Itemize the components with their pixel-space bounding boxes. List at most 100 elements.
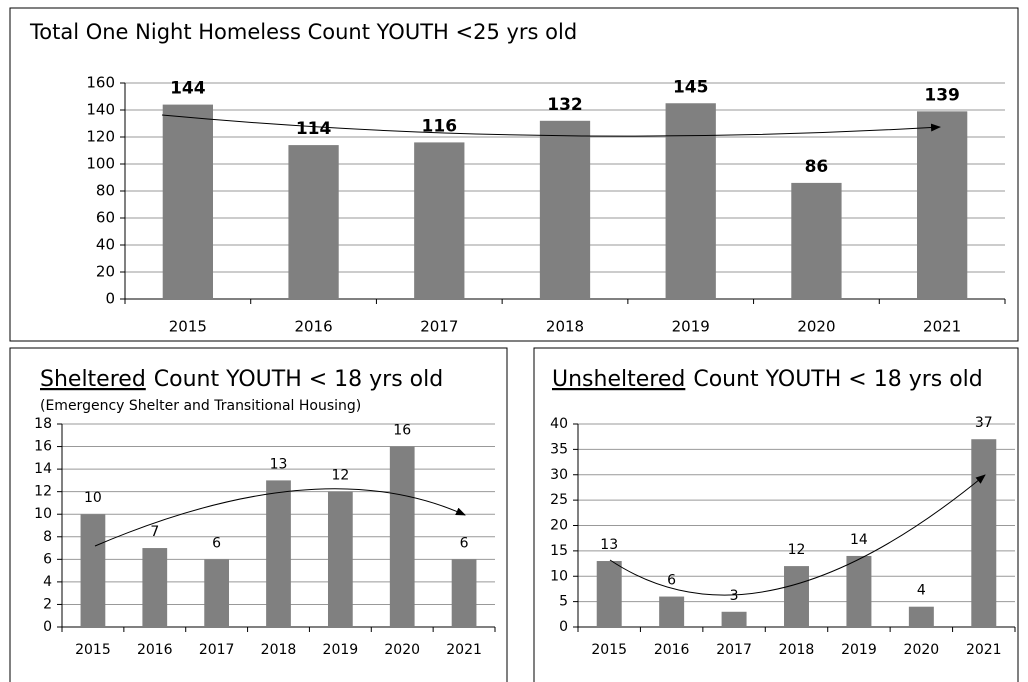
y-tick-label: 16 <box>34 439 52 455</box>
title-emphasis: Sheltered <box>40 367 146 392</box>
y-tick-label: 5 <box>559 594 568 610</box>
y-tick-label: 10 <box>34 506 52 522</box>
x-tick-label: 2018 <box>261 642 297 658</box>
panel-frame <box>533 347 1019 682</box>
bar <box>142 548 168 627</box>
value-label: 3 <box>730 588 739 604</box>
bar <box>80 514 106 627</box>
y-tick-label: 10 <box>550 568 568 584</box>
value-label: 16 <box>393 423 411 439</box>
value-label: 144 <box>170 79 206 99</box>
y-tick-label: 20 <box>550 518 568 534</box>
value-label: 7 <box>150 524 159 540</box>
bar <box>539 120 591 299</box>
title-rest: Count YOUTH < 18 yrs old <box>693 367 982 392</box>
y-tick-label: 15 <box>550 543 568 559</box>
value-label: 139 <box>924 85 960 105</box>
chart-title: Unsheltered Count YOUTH < 18 yrs old <box>552 367 983 392</box>
value-label: 13 <box>600 537 618 553</box>
x-tick-label: 2020 <box>384 642 420 658</box>
bar <box>665 103 716 299</box>
value-label: 13 <box>270 456 288 472</box>
bar <box>791 182 842 299</box>
title-emphasis: Unsheltered <box>552 367 685 392</box>
value-label: 12 <box>331 468 349 484</box>
y-tick-label: 120 <box>86 128 115 146</box>
y-tick-label: 80 <box>96 182 115 200</box>
x-tick-label: 2021 <box>966 642 1002 658</box>
x-tick-label: 2019 <box>841 642 877 658</box>
y-tick-label: 20 <box>96 263 115 281</box>
x-tick-label: 2020 <box>797 318 835 336</box>
value-label: 4 <box>917 583 926 599</box>
trend-arrow <box>161 114 941 137</box>
x-tick-label: 2015 <box>169 318 207 336</box>
y-tick-label: 8 <box>43 529 52 545</box>
y-tick-label: 40 <box>96 236 115 254</box>
bar <box>846 555 872 627</box>
value-label: 6 <box>667 573 676 589</box>
value-label: 6 <box>212 535 221 551</box>
y-tick-label: 160 <box>86 74 115 92</box>
value-label: 86 <box>805 157 829 177</box>
x-tick-label: 2016 <box>137 642 173 658</box>
value-label: 132 <box>547 95 583 115</box>
y-tick-label: 140 <box>86 101 115 119</box>
bar <box>327 491 353 627</box>
value-label: 114 <box>296 119 332 139</box>
x-tick-label: 2015 <box>75 642 111 658</box>
panel-frame <box>9 7 1019 342</box>
y-tick-label: 4 <box>43 574 52 590</box>
value-label: 37 <box>975 415 993 431</box>
y-tick-label: 0 <box>43 619 52 635</box>
x-tick-label: 2020 <box>904 642 940 658</box>
bar <box>204 559 230 627</box>
value-label: 145 <box>673 77 709 97</box>
trend-arrow <box>609 474 986 596</box>
trend-arrow <box>94 488 466 547</box>
y-tick-label: 0 <box>559 619 568 635</box>
y-tick-label: 60 <box>96 209 115 227</box>
x-tick-label: 2015 <box>591 642 627 658</box>
title-rest: Count YOUTH < 18 yrs old <box>154 367 443 392</box>
y-tick-label: 14 <box>34 461 52 477</box>
chart-subtitle: (Emergency Shelter and Transitional Hous… <box>40 398 361 414</box>
bar <box>721 611 747 627</box>
bar <box>414 142 465 299</box>
x-tick-label: 2018 <box>779 642 815 658</box>
value-label: 6 <box>460 535 469 551</box>
x-tick-label: 2017 <box>199 642 235 658</box>
value-label: 14 <box>850 532 868 548</box>
bar <box>389 446 415 627</box>
bar <box>266 480 291 627</box>
y-tick-label: 2 <box>43 596 52 612</box>
bar <box>659 596 685 627</box>
bar <box>288 145 339 299</box>
y-tick-label: 0 <box>105 290 115 308</box>
x-tick-label: 2019 <box>672 318 710 336</box>
value-label: 116 <box>422 116 458 136</box>
x-tick-label: 2016 <box>294 318 332 336</box>
y-tick-label: 100 <box>86 155 115 173</box>
y-tick-label: 40 <box>550 416 568 432</box>
bar <box>908 606 934 627</box>
value-label: 12 <box>788 542 806 558</box>
chart-title: Total One Night Homeless Count YOUTH <25… <box>29 20 577 44</box>
value-label: 10 <box>84 490 102 506</box>
panel-frame <box>9 347 508 682</box>
x-tick-label: 2018 <box>546 318 584 336</box>
x-tick-label: 2019 <box>323 642 359 658</box>
x-tick-label: 2017 <box>420 318 458 336</box>
bar <box>971 439 997 627</box>
y-tick-label: 25 <box>550 492 568 508</box>
bar <box>162 104 213 299</box>
y-tick-label: 35 <box>550 441 568 457</box>
x-tick-label: 2021 <box>446 642 482 658</box>
bar <box>784 566 809 627</box>
y-tick-label: 12 <box>34 484 52 500</box>
bar <box>596 561 622 627</box>
y-tick-label: 6 <box>43 551 52 567</box>
x-tick-label: 2017 <box>716 642 752 658</box>
x-tick-label: 2016 <box>654 642 690 658</box>
chart-title: Sheltered Count YOUTH < 18 yrs old <box>40 367 443 392</box>
